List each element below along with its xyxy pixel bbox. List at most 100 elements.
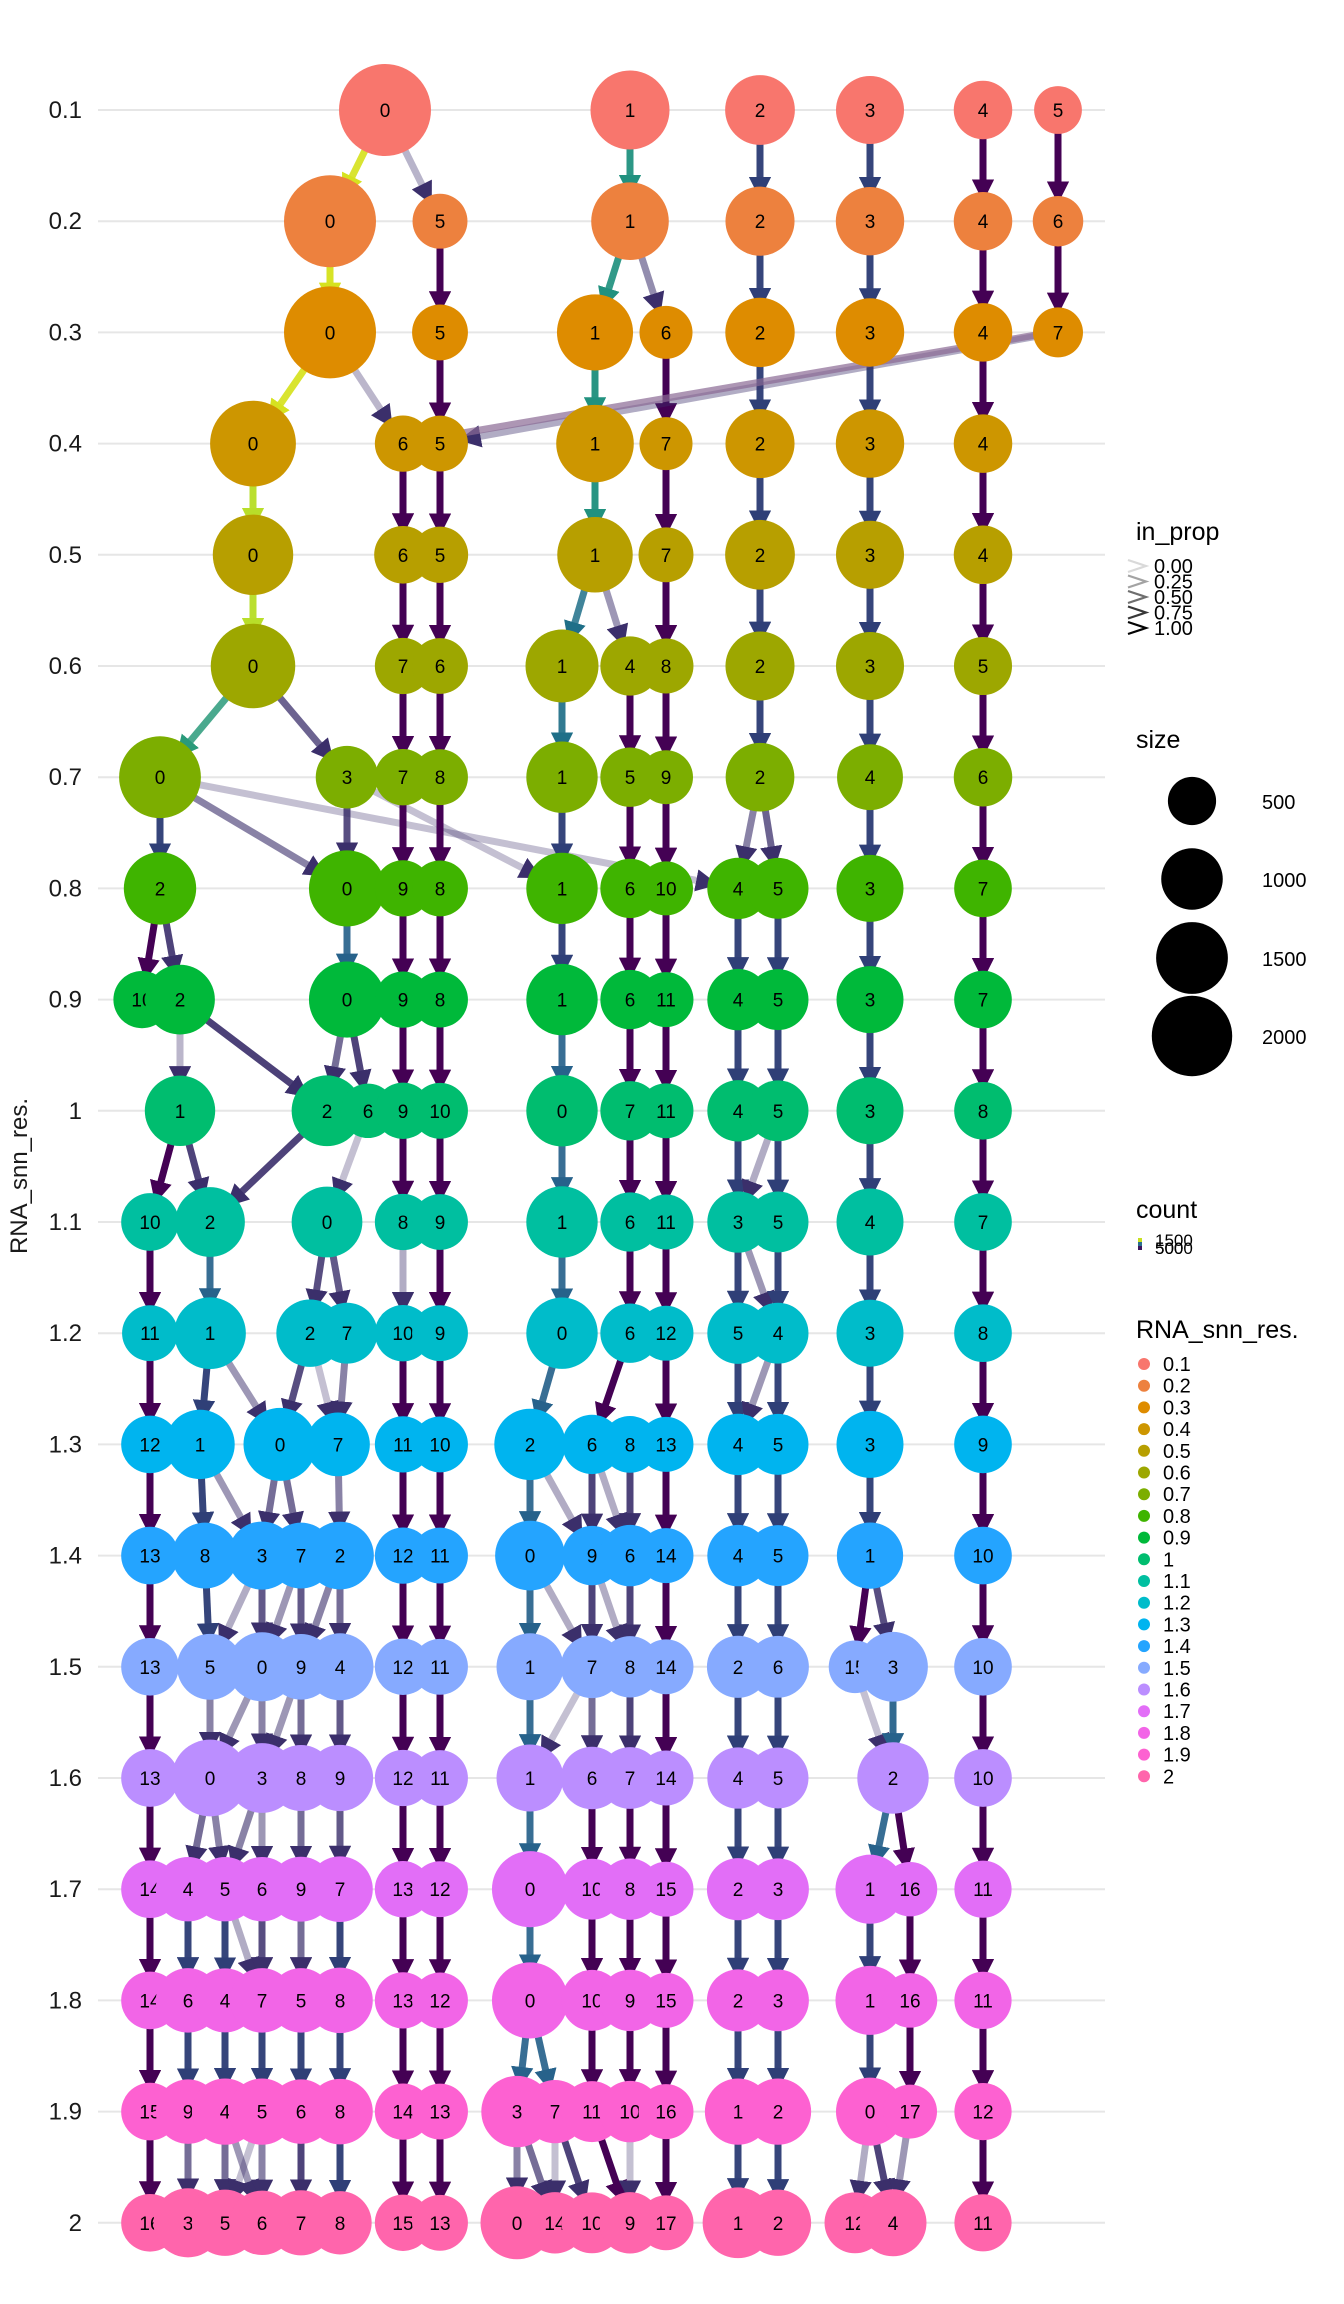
cluster-label: 9: [398, 1102, 409, 1123]
cluster-label: 5: [205, 1658, 216, 1679]
cluster-label: 8: [296, 1769, 307, 1790]
cluster-node: [412, 1750, 468, 1806]
cluster-node: [526, 741, 598, 813]
cluster-node: [556, 404, 634, 483]
cluster-node: [556, 294, 634, 371]
cluster-node: [639, 305, 693, 359]
legend-res-label: 0.7: [1163, 1484, 1191, 1506]
cluster-label: 9: [183, 2103, 194, 2124]
cluster-label: 1: [590, 546, 601, 567]
cluster-label: 1: [733, 2103, 744, 2124]
cluster-label: 7: [1053, 323, 1064, 344]
cluster-label: 4: [733, 1547, 744, 1568]
cluster-label: 0: [322, 1213, 333, 1234]
cluster-node: [744, 2078, 812, 2145]
cluster-node: [316, 1302, 378, 1364]
tree-edge: [150, 1133, 177, 1204]
cluster-node: [725, 409, 795, 479]
cluster-node: [306, 1633, 374, 1701]
cluster-label: 2: [755, 768, 766, 789]
cluster-node: [165, 1409, 235, 1480]
cluster-label: 11: [656, 991, 676, 1012]
legend-res-swatch: [1138, 1444, 1150, 1457]
legend-count-label-3: 5000: [1155, 1239, 1193, 1258]
cluster-label: 8: [398, 1213, 409, 1234]
tree-edge: [871, 1577, 895, 1646]
cluster-label: 11: [973, 1880, 993, 1901]
legend-res-swatch: [1138, 1596, 1150, 1609]
legend-res-label: 0.2: [1163, 1376, 1191, 1398]
cluster-label: 9: [661, 768, 672, 789]
cluster-label: 5: [1053, 101, 1064, 122]
tree-edge: [225, 1125, 312, 1208]
cluster-label: 8: [335, 2214, 346, 2235]
cluster-node: [953, 747, 1013, 807]
cluster-node: [953, 80, 1013, 140]
legend-size-circle: [1167, 776, 1217, 826]
cluster-label: 4: [183, 1880, 194, 1901]
cluster-node: [835, 409, 905, 478]
cluster-label: 5: [733, 1324, 744, 1345]
cluster-label: 5: [773, 879, 784, 900]
cluster-node: [858, 1631, 928, 1702]
cluster-label: 4: [978, 101, 989, 122]
cluster-label: 3: [342, 768, 353, 789]
legend-res-swatch: [1138, 1705, 1150, 1718]
cluster-label: 7: [661, 435, 672, 456]
cluster-label: 2: [755, 323, 766, 344]
legend-size-label: 1500: [1262, 949, 1307, 971]
cluster-node: [954, 1081, 1012, 1140]
cluster-label: 4: [733, 991, 744, 1012]
cluster-label: 2: [335, 1547, 346, 1568]
legend-count-label-2: 500: [1155, 1239, 1183, 1258]
cluster-node: [306, 1412, 370, 1477]
cluster-label: 15: [655, 1991, 676, 2012]
cluster-label: 14: [655, 1547, 677, 1568]
y-tick-label: 0.4: [49, 431, 82, 458]
cluster-label: 6: [978, 768, 989, 789]
cluster-label: 7: [257, 1991, 268, 2012]
legend-res-label: 1.9: [1163, 1745, 1191, 1767]
cluster-node: [210, 623, 296, 709]
cluster-node: [954, 1749, 1012, 1807]
tree-edge: [595, 2131, 627, 2204]
legend-count-colorbar-top: [1138, 1238, 1142, 1242]
tree-edge: [595, 1463, 627, 1537]
cluster-node: [882, 1861, 938, 1917]
cluster-node: [412, 638, 468, 694]
tree-edge: [330, 1355, 353, 1424]
tree-edge: [328, 1467, 351, 1535]
cluster-node: [835, 298, 905, 367]
legend-res-swatch: [1138, 1423, 1150, 1436]
tree-edge: [208, 1463, 254, 1537]
cluster-label: 0: [275, 1435, 286, 1456]
tree-edge: [741, 1352, 774, 1426]
cluster-node: [412, 1638, 468, 1695]
legend-res-swatch: [1138, 1358, 1150, 1370]
cluster-label: 2: [733, 1991, 744, 2012]
cluster-label: 11: [656, 1213, 676, 1234]
cluster-node: [954, 1415, 1012, 1474]
cluster-label: 3: [773, 1991, 784, 2012]
legend-count-colorbar: [1138, 1238, 1142, 1250]
tree-edge: [538, 1464, 585, 1539]
legend-res-swatch: [1138, 1553, 1150, 1566]
cluster-label: 2: [773, 2103, 784, 2124]
tree-edge: [888, 2131, 911, 2202]
cluster-label: 0: [342, 879, 353, 900]
cluster-node: [954, 859, 1012, 918]
cluster-node: [412, 304, 468, 361]
tree-edge: [558, 2132, 590, 2204]
cluster-node: [291, 1075, 363, 1147]
tree-edge: [228, 1799, 258, 1870]
cluster-label: 13: [139, 1658, 160, 1679]
cluster-node: [836, 1522, 904, 1589]
cluster-node: [119, 736, 201, 819]
cluster-node: [639, 861, 693, 916]
cluster-label: 6: [398, 435, 409, 456]
cluster-node: [725, 742, 795, 812]
cluster-label: 1: [625, 101, 636, 122]
y-tick-label: 1.9: [49, 2099, 82, 2126]
cluster-node: [639, 750, 693, 805]
cluster-label: 6: [398, 546, 409, 567]
